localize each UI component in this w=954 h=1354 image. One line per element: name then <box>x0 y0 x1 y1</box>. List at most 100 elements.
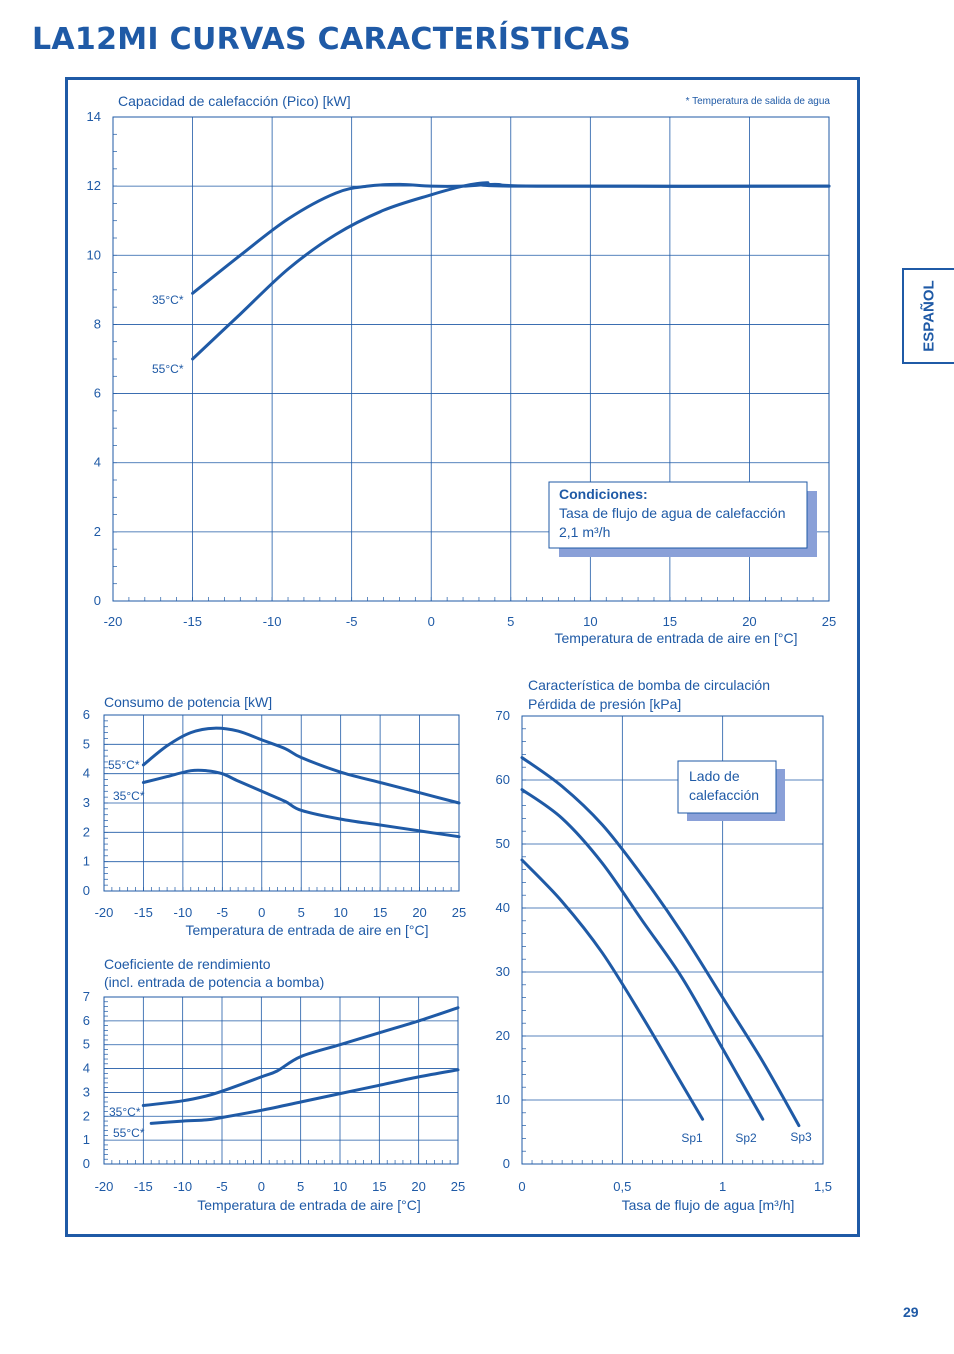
x-tick-label: 10 <box>583 614 597 629</box>
series-label: 35°C* <box>109 1105 141 1119</box>
chart-power: -20 -15 -10 -5 0 5 10 15 20 25 0 1 2 3 4 5 6 Consumo de p… <box>83 694 466 938</box>
series-line-55c <box>141 726 461 805</box>
page-title: LA12MI CURVAS CARACTERÍSTICAS <box>32 22 632 57</box>
x-tick-label: -5 <box>217 905 229 920</box>
x-axis-label: Temperatura de entrada de aire en [°C] <box>555 630 798 646</box>
y-tick-label: 6 <box>83 707 90 722</box>
y-tick-label: 50 <box>496 836 510 851</box>
chart-title: Consumo de potencia [kW] <box>104 694 272 710</box>
y-tick-label: 10 <box>496 1092 510 1107</box>
y-tick-label: 40 <box>496 900 510 915</box>
y-tick-label: 0 <box>83 1156 90 1171</box>
legend-line: Lado de <box>689 768 740 784</box>
y-tick-label: 1 <box>83 854 90 869</box>
x-axis-label: Tasa de flujo de agua [m³/h] <box>622 1197 795 1213</box>
language-tab: ESPAÑOL <box>902 268 954 364</box>
y-tick-label: 10 <box>87 247 101 262</box>
series-label: Sp1 <box>681 1131 703 1145</box>
x-tick-label: -10 <box>173 905 192 920</box>
y-tick-label: 2 <box>83 1108 90 1123</box>
y-tick-label: 14 <box>87 109 101 124</box>
x-tick-label: 25 <box>452 905 466 920</box>
y-tick-label: 5 <box>83 736 90 751</box>
y-tick-label: 4 <box>94 455 101 470</box>
chart-title: Característica de bomba de circulación <box>528 677 770 693</box>
legend-box <box>548 481 808 549</box>
y-tick-label: 2 <box>94 524 101 539</box>
x-tick-label: -15 <box>134 905 153 920</box>
y-tick-label: 8 <box>94 316 101 331</box>
chart-cop: -20 -15 -10 -5 0 5 10 15 20 25 0 1 2 3 4 5 6 7 Coeficiente… <box>83 956 465 1213</box>
x-tick-label: 5 <box>507 614 514 629</box>
x-tick-label: 15 <box>373 905 387 920</box>
series-line-55c <box>191 181 831 361</box>
series-label: 55°C* <box>113 1126 145 1140</box>
x-tick-label: -20 <box>95 1179 114 1194</box>
page-number: 29 <box>903 1304 919 1320</box>
x-tick-label: 0 <box>258 1179 265 1194</box>
y-tick-label: 60 <box>496 772 510 787</box>
chart-heating: -20 -15 -10 -5 0 5 10 15 20 25 0 2 4 6 8 10 12 14 Capacida… <box>87 93 837 646</box>
chart-title: Capacidad de calefacción (Pico) [kW] <box>118 93 351 109</box>
series-line-35c <box>141 768 461 839</box>
x-tick-label: 0 <box>518 1179 525 1194</box>
y-tick-label: 1 <box>83 1132 90 1147</box>
x-tick-label: -20 <box>104 614 123 629</box>
series-line-sp1 <box>520 858 705 1121</box>
x-tick-label: -10 <box>173 1179 192 1194</box>
x-tick-label: 0 <box>428 614 435 629</box>
legend-line: 2,1 m³/h <box>559 524 610 540</box>
y-tick-label: 5 <box>83 1037 90 1052</box>
legend-line: calefacción <box>689 787 759 803</box>
series-label: 35°C* <box>152 293 184 307</box>
x-tick-label: -20 <box>95 905 114 920</box>
series-label: 55°C* <box>152 362 184 376</box>
chart-note: * Temperatura de salida de agua <box>686 96 831 107</box>
y-tick-label: 6 <box>94 386 101 401</box>
chart-title: Coeficiente de rendimiento <box>104 956 271 972</box>
series-line-55c <box>149 1068 460 1125</box>
x-tick-label: 20 <box>412 905 426 920</box>
legend-heading: Condiciones: <box>559 486 648 502</box>
x-tick-label: -15 <box>183 614 202 629</box>
y-tick-label: 0 <box>83 883 90 898</box>
legend-box <box>677 760 777 814</box>
series-label: 35°C* <box>113 789 145 803</box>
chart-frame <box>65 77 860 1237</box>
x-tick-label: 5 <box>298 905 305 920</box>
y-tick-label: 7 <box>83 989 90 1004</box>
x-tick-label: 10 <box>333 905 347 920</box>
x-tick-label: -15 <box>134 1179 153 1194</box>
chart-subtitle: Pérdida de presión [kPa] <box>528 696 681 712</box>
x-tick-label: 10 <box>333 1179 347 1194</box>
x-tick-label: 15 <box>372 1179 386 1194</box>
x-tick-label: 1,5 <box>814 1179 832 1194</box>
x-tick-label: 1 <box>719 1179 726 1194</box>
y-tick-label: 4 <box>83 1061 90 1076</box>
x-axis-label: Temperatura de entrada de aire [°C] <box>197 1197 421 1213</box>
chart-pump: 0 0,5 1 1,5 0 10 20 30 40 50 60 70 Característica de… <box>496 677 833 1213</box>
series-line-35c <box>141 1006 460 1107</box>
y-tick-label: 3 <box>83 1084 90 1099</box>
y-tick-label: 0 <box>503 1156 510 1171</box>
x-tick-label: -10 <box>263 614 282 629</box>
y-tick-label: 20 <box>496 1028 510 1043</box>
x-tick-label: 20 <box>411 1179 425 1194</box>
x-tick-label: 0 <box>258 905 265 920</box>
chart-subtitle: (incl. entrada de potencia a bomba) <box>104 974 324 990</box>
y-tick-label: 3 <box>83 795 90 810</box>
x-tick-label: 5 <box>297 1179 304 1194</box>
y-tick-label: 30 <box>496 964 510 979</box>
plot-area <box>103 996 459 1165</box>
y-tick-label: 0 <box>94 593 101 608</box>
y-tick-label: 12 <box>87 178 101 193</box>
series-line-sp3 <box>520 756 801 1128</box>
legend-line: Tasa de flujo de agua de calefacción <box>559 505 786 521</box>
series-label: 55°C* <box>108 758 140 772</box>
y-tick-label: 70 <box>496 708 510 723</box>
series-label: Sp2 <box>735 1131 757 1145</box>
y-tick-label: 6 <box>83 1013 90 1028</box>
x-tick-label: -5 <box>346 614 358 629</box>
y-tick-label: 4 <box>83 766 90 781</box>
